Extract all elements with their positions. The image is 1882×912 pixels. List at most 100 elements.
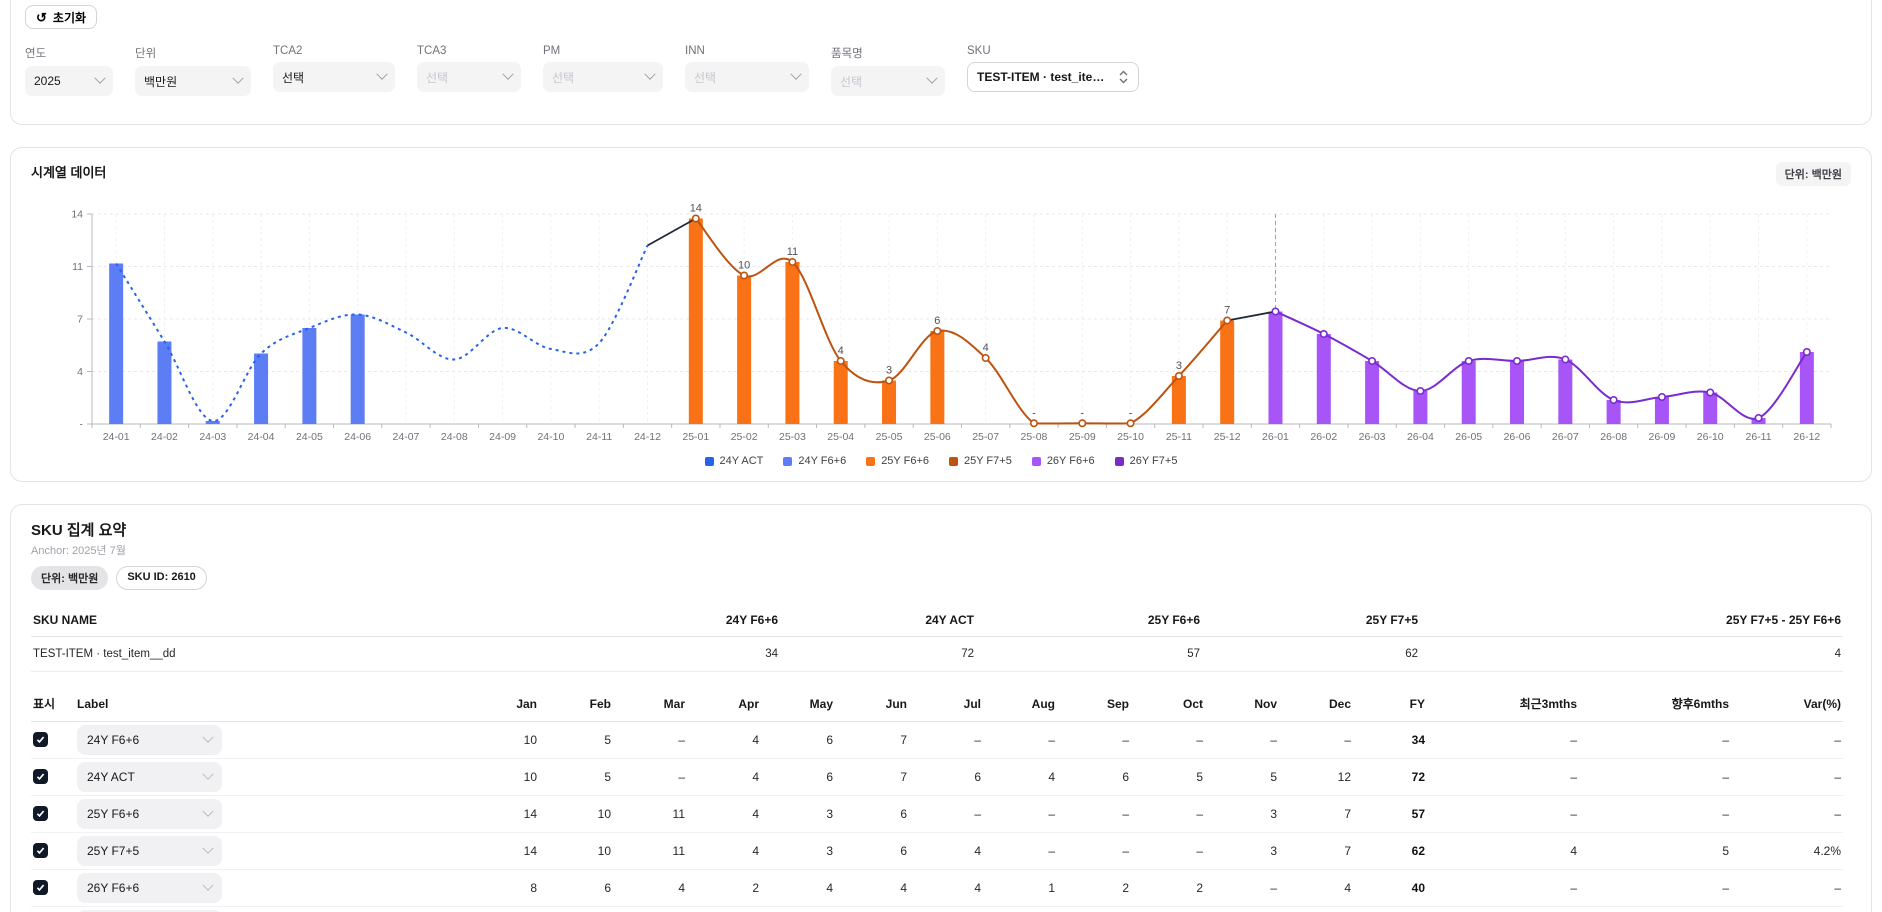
month-value-cell: 7	[1279, 832, 1353, 870]
bar-24Y-F6+6	[302, 328, 317, 424]
x-axis-label: 25-01	[682, 431, 709, 443]
bar-24Y-F6+6	[205, 421, 220, 424]
detail-table-column-header: Apr	[687, 686, 761, 722]
month-value-cell: 4	[1279, 869, 1353, 907]
detail-table-column-header: Feb	[539, 686, 613, 722]
series-label-select[interactable]: 24Y F6+6	[77, 725, 222, 755]
month-value-cell: 6	[539, 906, 613, 912]
filter-select-value: 백만원	[144, 74, 178, 89]
month-value-cell: 4	[687, 795, 761, 833]
reset-button[interactable]: ↺ 초기화	[25, 5, 98, 29]
legend-item-26Y-F6+6[interactable]: 26Y F6+6	[1031, 455, 1095, 467]
visibility-checkbox[interactable]	[33, 880, 48, 895]
month-value-cell: 10	[465, 758, 539, 796]
filter-select-단위[interactable]: 백만원	[135, 66, 251, 96]
month-value-cell: –	[983, 795, 1057, 833]
month-value-cell: –	[1279, 721, 1353, 759]
filter-label: 품목명	[831, 48, 863, 60]
marker-26Y-F7+5	[1706, 388, 1715, 397]
bar-24Y-F6+6	[157, 341, 172, 424]
filter-field-품목명: 품목명 선택	[831, 45, 945, 96]
x-axis-label: 24-12	[634, 431, 661, 443]
month-value-cell: 5	[539, 758, 613, 796]
x-axis-label: 25-12	[1214, 431, 1241, 443]
marker-25Y-F7+5	[788, 258, 797, 267]
series-label-select[interactable]: 24Y ACT	[77, 762, 222, 792]
chevron-down-icon	[790, 68, 802, 80]
sku-table-cell: 62	[1202, 636, 1420, 672]
next6-cell: –	[1579, 795, 1731, 833]
marker-25Y-F7+5	[933, 327, 942, 336]
legend-swatch	[704, 456, 714, 466]
detail-table-row: 25Y F6+6 14 10 11 4 3 6– – – –3 7 57– – –	[31, 795, 1843, 833]
month-value-cell: 2	[1057, 906, 1131, 912]
bar-26Y-F6+6	[1799, 352, 1814, 424]
detail-table-column-header: Nov	[1205, 686, 1279, 722]
var-cell: –	[1731, 906, 1843, 912]
sku-table-column-header: SKU NAME	[31, 604, 531, 637]
series-label-select[interactable]: 26Y F7+5	[77, 910, 222, 912]
bar-26Y-F6+6	[1558, 359, 1573, 424]
x-axis-label: 26-05	[1455, 431, 1482, 443]
filter-select-SKU[interactable]: TEST-ITEM · test_item__dd	[967, 62, 1139, 92]
month-value-cell: 10	[539, 795, 613, 833]
recent3-cell: –	[1427, 906, 1579, 912]
month-value-cell: 4	[687, 721, 761, 759]
reset-button-label: 초기화	[52, 10, 87, 25]
bar-24Y-F6+6	[350, 314, 365, 424]
legend-item-24Y-ACT[interactable]: 24Y ACT	[704, 455, 764, 467]
month-value-cell: 2	[1057, 869, 1131, 907]
legend-label: 24Y ACT	[719, 455, 764, 467]
detail-table-column-header: Sep	[1057, 686, 1131, 722]
x-axis-label: 25-10	[1117, 431, 1144, 443]
chevron-down-icon	[202, 731, 214, 743]
x-axis-label: 25-04	[827, 431, 854, 443]
month-value-cell: 6	[835, 832, 909, 870]
month-value-cell: 4	[835, 906, 909, 912]
series-label-select[interactable]: 25Y F7+5	[77, 836, 222, 866]
marker-26Y-F7+5	[1754, 414, 1763, 423]
month-value-cell: 4	[1279, 906, 1353, 912]
month-value-cell: 7	[835, 721, 909, 759]
series-label-select[interactable]: 25Y F6+6	[77, 799, 222, 829]
x-axis-label: 26-07	[1552, 431, 1579, 443]
detail-table-row: 24Y F6+6 10 5–4 6 7– – – – – –34– – –	[31, 721, 1843, 759]
x-axis-label: 26-01	[1262, 431, 1289, 443]
series-label-select[interactable]: 26Y F6+6	[77, 873, 222, 903]
line-24Y-ACT	[115, 245, 649, 422]
legend-item-26Y-F7+5[interactable]: 26Y F7+5	[1114, 455, 1178, 467]
timeseries-chart-svg: - 4 7 11 14 24-01 24-02 24-03 24-04 24-05 24-06 24-…	[71, 203, 1832, 443]
y-axis-label: -	[80, 419, 84, 431]
month-value-cell: 6	[761, 721, 835, 759]
filter-select-TCA2[interactable]: 선택	[273, 62, 395, 92]
legend-label: 26Y F7+5	[1129, 455, 1178, 467]
marker-25Y-F7+5	[1029, 419, 1038, 428]
sku-table-cell: 57	[976, 636, 1202, 672]
visibility-checkbox[interactable]	[33, 806, 48, 821]
legend-swatch	[783, 456, 793, 466]
var-cell: –	[1731, 869, 1843, 907]
legend-swatch	[866, 456, 876, 466]
x-axis-label: 24-08	[441, 431, 468, 443]
visibility-checkbox[interactable]	[33, 843, 48, 858]
point-label: 7	[1224, 305, 1230, 317]
visibility-checkbox[interactable]	[33, 732, 48, 747]
legend-item-24Y-F6+6[interactable]: 24Y F6+6	[783, 455, 846, 467]
marker-26Y-F7+5	[1416, 387, 1425, 396]
month-value-cell: 3	[761, 795, 835, 833]
updown-chevrons-icon	[1119, 70, 1128, 84]
label-cell: 24Y ACT	[75, 758, 465, 796]
legend-item-25Y-F7+5[interactable]: 25Y F7+5	[949, 455, 1012, 467]
month-value-cell: 3	[1205, 832, 1279, 870]
legend-item-25Y-F6+6[interactable]: 25Y F6+6	[866, 455, 929, 467]
point-label: -	[1129, 407, 1133, 419]
visibility-checkbox[interactable]	[33, 769, 48, 784]
series-label-value: 25Y F6+6	[87, 807, 140, 821]
marker-26Y-F7+5	[1368, 357, 1377, 366]
filter-select-연도[interactable]: 2025	[25, 66, 113, 96]
filter-select-value: TEST-ITEM · test_item__dd	[977, 70, 1108, 84]
bar-26Y-F6+6	[1654, 397, 1669, 424]
x-axis-label: 26-08	[1600, 431, 1627, 443]
sku-table-column-header: 25Y F6+6	[976, 604, 1202, 637]
